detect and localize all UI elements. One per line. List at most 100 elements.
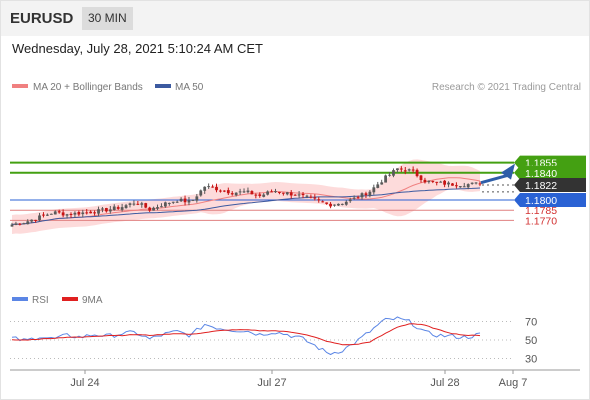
rsi-tick-label: 30 bbox=[525, 354, 537, 366]
x-tick-label: Aug 7 bbox=[499, 377, 528, 389]
candle bbox=[399, 166, 403, 173]
candle bbox=[30, 219, 34, 224]
candle-body bbox=[407, 169, 411, 171]
candle bbox=[101, 206, 104, 213]
candle-body bbox=[360, 193, 364, 198]
timeframe-badge[interactable]: 30 MIN bbox=[82, 7, 133, 30]
candle bbox=[305, 194, 309, 199]
candle bbox=[447, 181, 450, 188]
candle-body bbox=[10, 224, 14, 227]
candle bbox=[474, 182, 478, 185]
candle-body bbox=[344, 201, 348, 205]
candle bbox=[152, 206, 155, 211]
candle-body bbox=[34, 219, 37, 221]
candle bbox=[26, 219, 30, 225]
candle bbox=[22, 222, 26, 225]
candle bbox=[376, 181, 380, 189]
candle-body bbox=[191, 199, 195, 201]
candles-layer bbox=[10, 166, 482, 227]
candle-body bbox=[179, 198, 183, 202]
candle-body bbox=[455, 185, 458, 187]
candle-body bbox=[246, 190, 250, 193]
candle-body bbox=[136, 203, 140, 205]
x-axis-labels: Jul 24 Jul 27 Jul 28 Aug 7 bbox=[70, 370, 527, 389]
candle bbox=[301, 191, 305, 199]
candle-body bbox=[270, 191, 273, 193]
candle-body bbox=[333, 204, 336, 206]
candle bbox=[348, 197, 352, 203]
candle bbox=[427, 180, 431, 184]
forecast-arrow-shaft bbox=[480, 174, 508, 185]
candle bbox=[372, 184, 376, 195]
candle bbox=[458, 186, 462, 188]
candle bbox=[38, 212, 41, 222]
candle-body bbox=[226, 190, 230, 194]
ma50-line bbox=[11, 187, 481, 225]
candle-body bbox=[203, 186, 207, 191]
candle bbox=[234, 192, 238, 197]
candle-body bbox=[156, 207, 159, 209]
candle bbox=[219, 189, 222, 193]
candle-body bbox=[211, 186, 214, 188]
price-tag-bg bbox=[514, 178, 586, 193]
candle-body bbox=[222, 190, 226, 192]
candle bbox=[34, 219, 37, 223]
candle bbox=[203, 186, 207, 194]
candle-body bbox=[388, 174, 391, 176]
candle-body bbox=[65, 214, 69, 216]
candle bbox=[392, 168, 395, 178]
candle bbox=[116, 205, 120, 210]
bollinger-band-layer bbox=[12, 159, 480, 234]
candle-body bbox=[281, 192, 285, 194]
candle bbox=[246, 187, 250, 194]
candle-body bbox=[238, 191, 242, 193]
candle bbox=[167, 202, 171, 206]
candle-body bbox=[132, 203, 136, 205]
candle bbox=[89, 210, 93, 214]
candle-body bbox=[85, 212, 89, 214]
candle-body bbox=[340, 203, 344, 205]
candle bbox=[97, 206, 100, 217]
price-tag-label: 1.1800 bbox=[525, 195, 557, 207]
candle-body bbox=[274, 191, 277, 193]
candle-body bbox=[144, 203, 148, 208]
candle bbox=[14, 221, 18, 226]
candle bbox=[293, 194, 297, 196]
candle-body bbox=[57, 211, 61, 213]
candle bbox=[419, 174, 423, 183]
candle bbox=[179, 197, 183, 203]
candle-body bbox=[470, 182, 474, 184]
candle bbox=[148, 206, 152, 212]
candle bbox=[93, 210, 96, 216]
candle-body bbox=[458, 186, 462, 188]
candle-body bbox=[380, 182, 384, 185]
candle bbox=[195, 193, 199, 203]
candle bbox=[42, 212, 45, 218]
candle-body bbox=[329, 203, 332, 207]
candle-body bbox=[53, 211, 57, 215]
candle bbox=[470, 182, 474, 185]
candle-body bbox=[356, 197, 360, 199]
candle-body bbox=[160, 206, 163, 208]
candle-body bbox=[199, 190, 203, 196]
candle bbox=[325, 202, 329, 205]
rsi-tick-label: 50 bbox=[525, 335, 537, 347]
candle-body bbox=[167, 202, 171, 204]
candle-body bbox=[38, 215, 41, 221]
credit-label: Research © 2021 Trading Central bbox=[432, 82, 581, 93]
candle bbox=[207, 183, 211, 189]
price-tag-weak: 1.1770 bbox=[525, 215, 557, 227]
candle-body bbox=[61, 212, 65, 216]
rsi-legend-label: RSI bbox=[32, 295, 49, 306]
candle-body bbox=[364, 193, 368, 196]
candle-body bbox=[337, 203, 340, 206]
candle bbox=[384, 174, 388, 183]
ma20-legend-label: MA 20 + Bollinger Bands bbox=[33, 82, 143, 93]
ma50-legend-swatch bbox=[155, 84, 171, 88]
candle-body bbox=[207, 186, 211, 188]
candle-body bbox=[18, 223, 22, 225]
candle bbox=[478, 181, 482, 187]
candle-body bbox=[116, 207, 120, 209]
candle-body bbox=[285, 192, 289, 195]
